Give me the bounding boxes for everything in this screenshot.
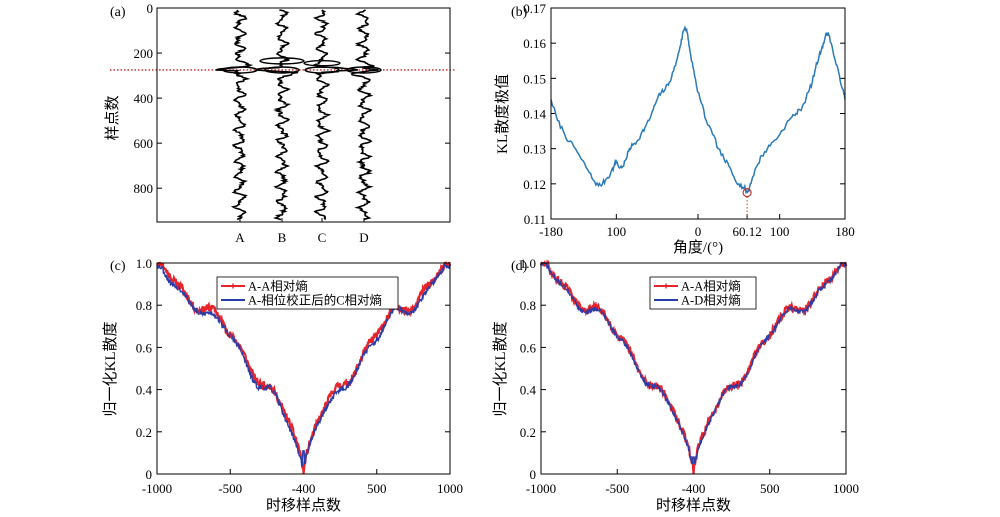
- panel-d-xtick-label: -1000: [526, 481, 556, 496]
- panel-b-series-line: [550, 25, 846, 195]
- panel-b-ytick-label: 0.11: [524, 212, 546, 227]
- panel-d-legend-box: [649, 276, 757, 310]
- panel-a-tag: (a): [110, 5, 126, 20]
- panel-a-ytick-label: 600: [134, 136, 154, 151]
- panel-a: (a) 0 200 400 600 800 样点数 A B C D: [104, 1, 455, 245]
- panel-a-peak: [346, 66, 382, 74]
- panel-b-ylabel: KL散度极值: [494, 74, 511, 154]
- panel-a-ylabel: 样点数: [104, 95, 121, 140]
- panel-c-ytick-label: 0.2: [136, 425, 152, 440]
- panel-d-ytick-label: 1.0: [520, 256, 536, 271]
- panel-a-ytick-label: 800: [134, 181, 154, 196]
- panel-a-peak-b: [259, 57, 305, 65]
- panel-c-xtick-label: 1000: [437, 481, 463, 496]
- panel-b-frame: [550, 7, 846, 220]
- panel-c-legend-label: A-相位校正后的C相对熵: [248, 293, 382, 308]
- panel-c-xtick-label: -1000: [142, 481, 172, 496]
- panel-d-xtick-label: 500: [760, 481, 780, 496]
- panel-b-tag: (b): [511, 5, 528, 20]
- panel-c: (c) 0 0.2 0.4 0.6 0.8 1.0 归一化KL散度 -1000 -500 -400 5…: [102, 256, 463, 514]
- panel-b-xlabel: 角度/(°): [673, 239, 723, 256]
- panel-a-ytick-label: 200: [134, 46, 154, 61]
- panel-a-trace-label: B: [278, 230, 287, 245]
- panel-d-ytick-label: 0.2: [520, 425, 536, 440]
- panel-b-ytick-label: 0.12: [523, 177, 546, 192]
- panel-b-xtick-label: 100: [770, 224, 790, 239]
- panel-d: (d) 0 0.2 0.4 0.6 0.8 1.0 归一化KL散度 -1000 -500 -400 5…: [492, 256, 859, 514]
- panel-b-xtick-label: 100: [607, 224, 627, 239]
- panel-c-legend-box: [216, 276, 399, 310]
- panel-a-ytick-label: 400: [134, 91, 154, 106]
- panel-a-trace-label: A: [235, 230, 245, 245]
- panel-c-ytick-label: 0.8: [136, 298, 152, 313]
- panel-b: (b) 0.11 0.12 0.13 0.14 0.15 0.16 0.17 KL散度极值 -18…: [494, 1, 855, 256]
- panel-c-ytick-label: 0.4: [136, 383, 153, 398]
- panel-c-ylabel: 归一化KL散度: [102, 322, 119, 417]
- panel-d-frame: [540, 262, 847, 475]
- panel-d-legend-label: A-D相对熵: [681, 293, 741, 308]
- panel-c-frame: [156, 262, 451, 475]
- panel-d-ytick-label: 0: [530, 467, 537, 482]
- panel-a-peak-c: [303, 60, 341, 67]
- panel-d-series-blue: [540, 261, 847, 466]
- panel-c-series-blue: [156, 262, 451, 467]
- panel-a-peak: [304, 66, 340, 74]
- panel-d-ytick-label: 0.8: [520, 298, 536, 313]
- panel-a-trace: [254, 9, 299, 221]
- panel-c-legend-label: A-A相对熵: [248, 279, 308, 294]
- panel-c-xtick-label: 500: [367, 481, 387, 496]
- panel-c-ytick-label: 1.0: [136, 256, 152, 271]
- panel-b-ytick-label: 0.16: [523, 36, 546, 51]
- panel-c-tag: (c): [110, 259, 126, 274]
- panel-c-xlabel: 时移样点数: [266, 497, 341, 514]
- panel-d-ylabel: 归一化KL散度: [492, 322, 509, 417]
- panel-a-trace: [311, 9, 359, 220]
- panel-c-ytick-label: 0: [146, 467, 153, 482]
- panel-b-xtick-label: -180: [539, 224, 563, 239]
- panel-a-trace-label: C: [318, 230, 327, 245]
- panel-b-xtick-label: 60.12: [732, 224, 761, 239]
- panel-d-xlabel: 时移样点数: [656, 497, 731, 514]
- panel-d-legend-label: A-A相对熵: [681, 279, 741, 294]
- panel-a-trace: [350, 9, 379, 221]
- panel-b-ytick-label: 0.14: [523, 107, 546, 122]
- panel-a-peak: [264, 66, 300, 74]
- panel-a-ytick-label: 0: [147, 1, 154, 16]
- panel-b-ytick-label: 0.17: [523, 1, 546, 16]
- panel-c-ytick-label: 0.6: [136, 340, 153, 355]
- panel-d-xtick-label: 1000: [833, 481, 859, 496]
- panel-d-xtick-label: -500: [605, 481, 629, 496]
- panel-b-xtick-label: 0: [695, 224, 702, 239]
- panel-b-ytick-label: 0.15: [523, 71, 546, 86]
- panel-b-xtick-label: 180: [835, 224, 855, 239]
- panel-d-tag: (d): [511, 259, 528, 274]
- panel-b-ytick-label: 0.13: [523, 142, 546, 157]
- panel-d-ytick-label: 0.6: [520, 340, 537, 355]
- panel-c-xtick-label: -400: [292, 481, 316, 496]
- panel-d-xtick-label: -400: [682, 481, 706, 496]
- panel-c-xtick-label: -500: [218, 481, 242, 496]
- panel-d-ytick-label: 0.4: [520, 383, 537, 398]
- panel-a-frame: [156, 7, 451, 223]
- panel-a-trace-label: D: [359, 230, 368, 245]
- panel-a-trace: [215, 9, 254, 221]
